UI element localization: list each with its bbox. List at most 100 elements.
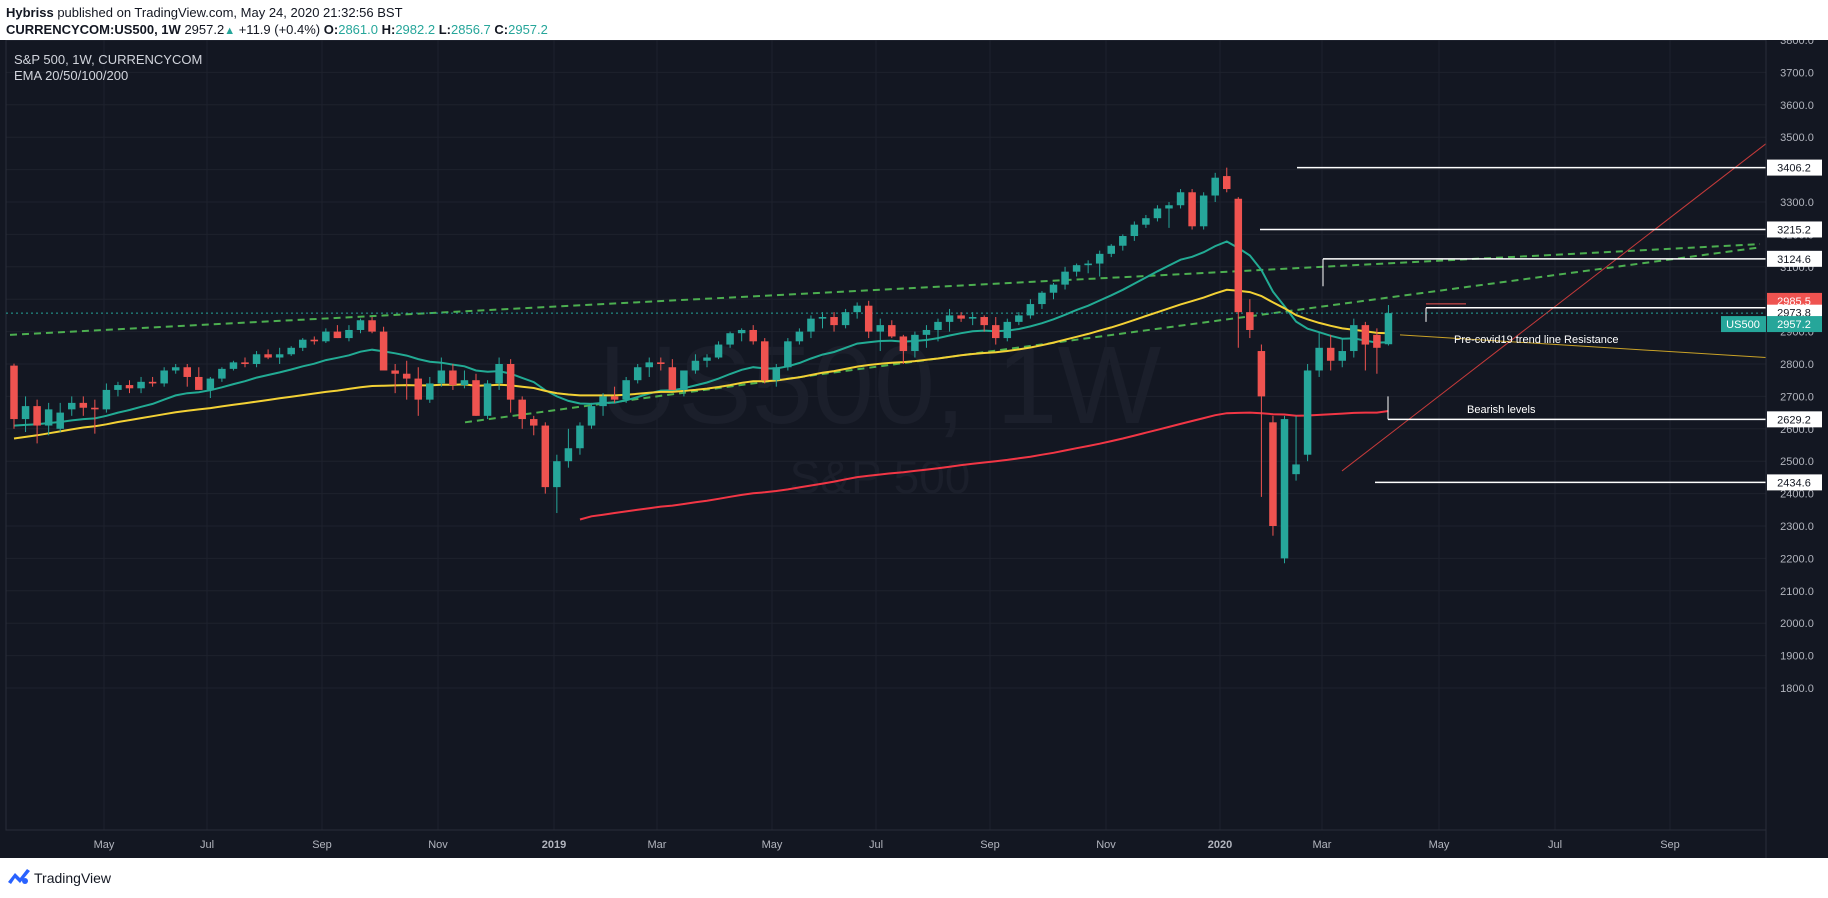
candle[interactable] <box>1211 172 1219 202</box>
candle[interactable] <box>137 376 145 394</box>
candle[interactable] <box>368 317 376 334</box>
candle[interactable] <box>1107 244 1116 258</box>
candle[interactable] <box>91 399 99 434</box>
candle[interactable] <box>391 364 399 394</box>
candle-body[interactable] <box>287 347 295 355</box>
candle-body[interactable] <box>1280 419 1289 559</box>
candle-body[interactable] <box>426 383 434 400</box>
candle[interactable] <box>1188 189 1196 230</box>
candle[interactable] <box>10 363 18 429</box>
candle[interactable] <box>68 396 76 416</box>
candle[interactable] <box>483 380 492 420</box>
candle[interactable] <box>345 325 353 342</box>
candle-body[interactable] <box>333 331 342 339</box>
candle-body[interactable] <box>483 383 492 416</box>
candle-body[interactable] <box>645 362 654 368</box>
candle-body[interactable] <box>241 362 249 364</box>
candle[interactable] <box>1165 202 1173 228</box>
candle[interactable] <box>449 364 457 390</box>
candle-body[interactable] <box>1084 263 1092 266</box>
candle[interactable] <box>1234 197 1243 348</box>
candle-body[interactable] <box>1061 271 1069 285</box>
candle[interactable] <box>356 318 365 334</box>
candle[interactable] <box>114 381 122 397</box>
candle-body[interactable] <box>368 320 376 332</box>
candle-body[interactable] <box>1234 198 1243 313</box>
candle-body[interactable] <box>1350 325 1358 352</box>
candle[interactable] <box>218 367 226 382</box>
candle-body[interactable] <box>137 381 145 389</box>
candle-body[interactable] <box>264 354 272 358</box>
candle-body[interactable] <box>472 380 480 416</box>
candle-body[interactable] <box>841 312 850 326</box>
footer-brand[interactable]: TradingView <box>34 870 112 886</box>
candle[interactable] <box>576 422 584 455</box>
candle-body[interactable] <box>518 399 526 420</box>
candle[interactable] <box>171 364 180 374</box>
candle-body[interactable] <box>541 425 550 488</box>
candle-body[interactable] <box>1246 312 1254 330</box>
tradingview-logo-icon[interactable] <box>8 868 30 886</box>
candle-body[interactable] <box>1003 321 1012 339</box>
candle-body[interactable] <box>922 329 931 335</box>
candle[interactable] <box>795 328 804 345</box>
candle[interactable] <box>125 380 134 394</box>
candle[interactable] <box>472 373 480 416</box>
candle[interactable] <box>726 331 734 348</box>
candle-body[interactable] <box>992 325 1000 339</box>
candle[interactable] <box>1350 318 1358 358</box>
candle-body[interactable] <box>1315 347 1323 371</box>
candle[interactable] <box>299 338 307 352</box>
candle[interactable] <box>1292 415 1300 481</box>
candle-body[interactable] <box>44 409 53 426</box>
candle[interactable] <box>1199 192 1208 230</box>
candle-body[interactable] <box>1257 351 1266 397</box>
candle-body[interactable] <box>356 320 365 330</box>
candle[interactable] <box>1061 266 1069 290</box>
candle[interactable] <box>1326 334 1335 371</box>
candle-body[interactable] <box>460 380 469 386</box>
candle-body[interactable] <box>749 329 757 342</box>
candle[interactable] <box>668 359 677 390</box>
candle[interactable] <box>807 315 815 339</box>
candle[interactable] <box>1373 328 1381 374</box>
candle[interactable] <box>749 325 757 345</box>
candle[interactable] <box>864 300 873 339</box>
candle[interactable] <box>680 370 688 397</box>
candle-body[interactable] <box>553 461 561 488</box>
candle-body[interactable] <box>1292 464 1300 475</box>
candle[interactable] <box>691 354 700 374</box>
candle-body[interactable] <box>1153 208 1162 219</box>
candle-body[interactable] <box>252 354 261 364</box>
candle[interactable] <box>1338 338 1347 368</box>
candle-body[interactable] <box>275 354 284 358</box>
candle-body[interactable] <box>229 362 238 369</box>
candle-body[interactable] <box>206 378 215 390</box>
candle[interactable] <box>945 308 954 332</box>
candle[interactable] <box>414 367 423 416</box>
candle[interactable] <box>657 357 665 371</box>
trend-lines[interactable] <box>6 143 1767 472</box>
candle-body[interactable] <box>1188 192 1196 227</box>
candle[interactable] <box>275 347 284 364</box>
candle-body[interactable] <box>737 329 746 334</box>
candle-body[interactable] <box>495 364 503 384</box>
chart-area[interactable]: US500, 1W S&P 500 Pre-covid19 trend line… <box>0 40 1828 858</box>
candle-body[interactable] <box>1038 292 1046 305</box>
candle-body[interactable] <box>1211 177 1219 196</box>
candle[interactable] <box>195 367 203 390</box>
candle[interactable] <box>1315 331 1323 377</box>
candle-body[interactable] <box>714 344 723 358</box>
candle[interactable] <box>888 320 896 339</box>
candle[interactable] <box>911 331 919 358</box>
candle[interactable] <box>968 312 977 326</box>
candle-body[interactable] <box>1373 334 1381 348</box>
candle-body[interactable] <box>1119 236 1127 246</box>
candle-body[interactable] <box>657 362 665 364</box>
candle-body[interactable] <box>830 317 838 326</box>
candle-body[interactable] <box>91 407 99 410</box>
candle[interactable] <box>1003 318 1012 342</box>
legend-indicator[interactable]: EMA 20/50/100/200 <box>14 68 129 83</box>
candle-body[interactable] <box>807 318 815 332</box>
candle-body[interactable] <box>1223 176 1231 190</box>
